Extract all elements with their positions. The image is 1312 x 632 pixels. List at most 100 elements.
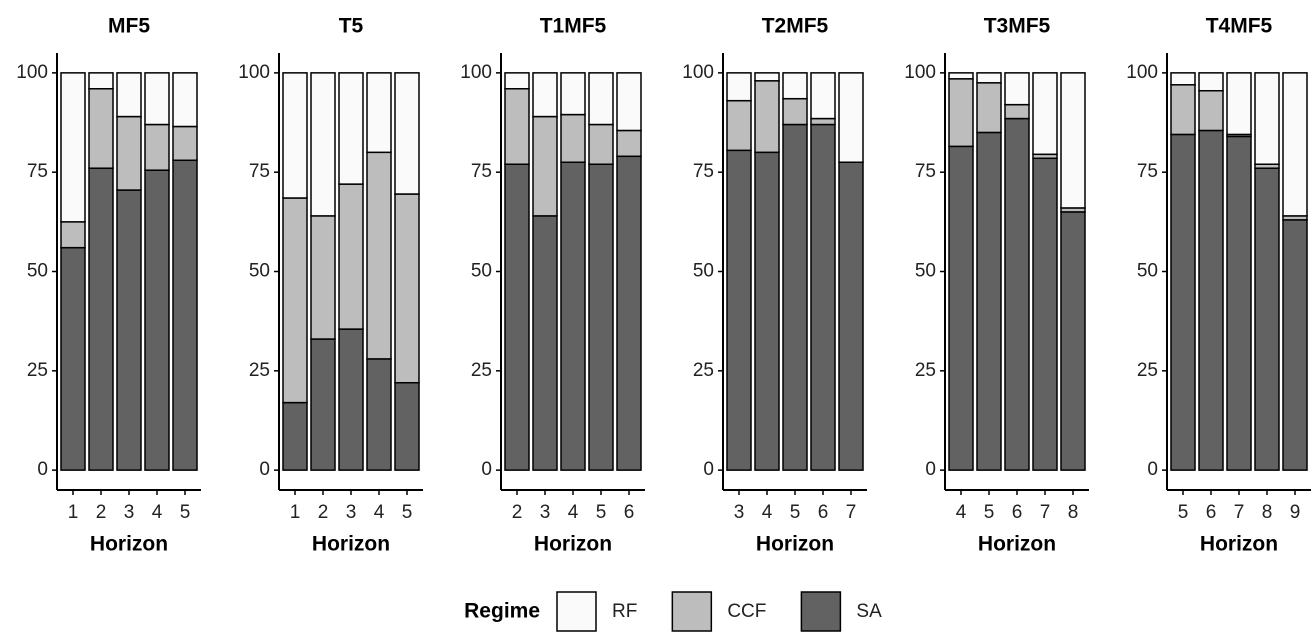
bar-segment — [310, 215, 336, 340]
bar-segment — [116, 72, 142, 118]
bar-segment — [838, 161, 864, 471]
y-tick-label: 25 — [471, 360, 492, 381]
y-tick-label: 0 — [1147, 459, 1158, 480]
y-tick-label: 50 — [1137, 261, 1158, 282]
y-tick-label: 50 — [471, 261, 492, 282]
bar-segment — [144, 72, 170, 126]
bar-segment — [754, 80, 780, 154]
y-tick-label: 25 — [27, 360, 48, 381]
bar-segment — [976, 131, 1002, 471]
bar-segment — [532, 215, 558, 471]
y-tick-label: 100 — [238, 62, 270, 83]
bar-segment — [394, 193, 420, 384]
x-tick-label: 7 — [846, 502, 857, 523]
bar-segment — [810, 117, 836, 126]
x-tick-label: 3 — [346, 502, 357, 523]
bar-segment — [948, 72, 974, 80]
y-tick-label: 75 — [471, 161, 492, 182]
bar-segment — [616, 129, 642, 158]
bar-segment — [282, 197, 308, 404]
legend-label: CCF — [727, 601, 766, 622]
x-tick-label: 6 — [624, 502, 635, 523]
bar-segment — [504, 72, 530, 90]
x-tick-label: 2 — [318, 502, 329, 523]
x-tick-label: 5 — [790, 502, 801, 523]
y-tick-label: 25 — [915, 360, 936, 381]
bar-segment — [338, 183, 364, 330]
y-tick-label: 100 — [16, 62, 48, 83]
bar-segment — [1170, 72, 1196, 86]
legend-title: Regime — [464, 600, 540, 623]
bar-segment — [366, 72, 392, 154]
bar-segment — [1060, 211, 1086, 471]
bar-segment — [1226, 72, 1252, 136]
bar-segment — [338, 72, 364, 185]
y-tick-label: 100 — [904, 62, 936, 83]
bar-segment — [726, 72, 752, 102]
x-tick-label: 7 — [1234, 502, 1245, 523]
x-tick-label: 4 — [374, 502, 385, 523]
x-tick-label: 3 — [124, 502, 135, 523]
panel-title: T2MF5 — [762, 15, 829, 38]
bar-segment — [560, 72, 586, 116]
y-tick-label: 0 — [703, 459, 714, 480]
x-tick-label: 4 — [762, 502, 773, 523]
panel-title: T3MF5 — [984, 15, 1051, 38]
bar-segment — [810, 72, 836, 120]
panel-title: T4MF5 — [1206, 15, 1273, 38]
y-tick-label: 100 — [460, 62, 492, 83]
bar-segment — [310, 338, 336, 471]
bar-segment — [1004, 117, 1030, 471]
y-tick-label: 0 — [925, 459, 936, 480]
bar-segment — [60, 221, 86, 249]
y-tick-label: 75 — [693, 161, 714, 182]
x-axis-label: Horizon — [756, 533, 834, 556]
bar-segment — [338, 328, 364, 471]
bar-segment — [88, 88, 114, 169]
bar-segment — [504, 163, 530, 471]
bar-segment — [1032, 157, 1058, 471]
bar-segment — [1282, 219, 1308, 471]
bar-segment — [754, 151, 780, 471]
legend-swatch — [556, 591, 597, 632]
bar-segment — [172, 72, 198, 128]
y-tick-label: 75 — [249, 161, 270, 182]
bar-segment — [1032, 72, 1058, 156]
bar-segment — [394, 381, 420, 471]
bar-segment — [172, 159, 198, 471]
bar-segment — [282, 72, 308, 199]
y-tick-label: 75 — [915, 161, 936, 182]
legend-swatch — [671, 591, 713, 632]
x-tick-label: 6 — [818, 502, 829, 523]
bar-segment — [838, 72, 864, 163]
bar-segment — [588, 123, 614, 165]
bar-segment — [976, 72, 1002, 84]
bar-segment — [782, 72, 808, 100]
bar-segment — [144, 169, 170, 471]
x-tick-label: 4 — [152, 502, 163, 523]
bar-segment — [1198, 129, 1224, 471]
x-axis-label: Horizon — [90, 533, 168, 556]
y-tick-label: 0 — [37, 459, 48, 480]
panel-title: MF5 — [108, 15, 150, 38]
bar-segment — [504, 88, 530, 165]
bar-segment — [560, 161, 586, 471]
bar-segment — [726, 149, 752, 471]
bar-segment — [116, 189, 142, 471]
x-axis-label: Horizon — [978, 533, 1056, 556]
bar-segment — [1198, 89, 1224, 132]
bar-segment — [1170, 84, 1196, 136]
bar-segment — [1198, 72, 1224, 92]
bar-segment — [976, 82, 1002, 134]
bar-segment — [782, 97, 808, 126]
bar-segment — [116, 115, 142, 191]
panel-title: T1MF5 — [540, 15, 607, 38]
bar-segment — [948, 145, 974, 471]
x-tick-label: 9 — [1290, 502, 1301, 523]
x-tick-label: 6 — [1206, 502, 1217, 523]
x-tick-label: 4 — [568, 502, 579, 523]
bar-segment — [60, 246, 86, 471]
bar-segment — [394, 72, 420, 195]
x-tick-label: 7 — [1040, 502, 1051, 523]
